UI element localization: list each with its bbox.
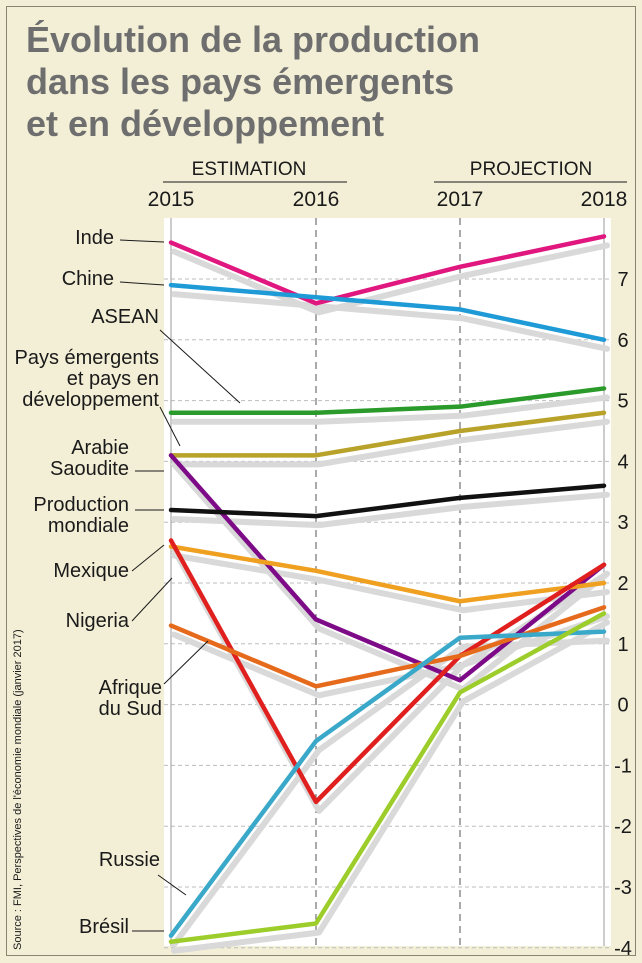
x-tick-label: 2015 [148,188,195,211]
series-line [168,629,607,938]
series-line [168,538,607,805]
series-line [168,234,607,306]
series-shadow [171,491,610,529]
y-tick-label: -3 [614,877,632,899]
y-tick-label: 5 [617,391,628,413]
series-label: Chine [62,268,114,290]
y-tick-label: -1 [614,755,632,777]
series-line [168,483,607,519]
x-tick-label: 2018 [581,188,628,211]
leader-line [157,874,187,896]
y-tick-label: -4 [614,938,632,960]
chart-title-line-3: et en développement [26,103,385,144]
series-shadow [171,613,610,699]
leader-line [119,281,165,286]
series-label: Russie [99,849,160,871]
x-axis-labels: 2015 2016 2017 2018 [148,188,628,211]
leader-line [159,329,241,404]
series-shadow [171,394,610,425]
y-tick-label: 1 [617,634,628,656]
series-line [168,605,607,689]
series-shadow [171,619,610,954]
series-shadow [171,418,610,468]
series-label: Production mondiale [33,494,129,537]
series-line [168,544,607,604]
series-lines [168,234,607,944]
y-tick-label: 7 [617,269,628,291]
series-line [168,410,607,458]
x-tick-label: 2017 [437,188,484,211]
chart-title-line-1: Évolution de la production [26,19,480,60]
series-line [168,282,607,343]
leader-line [119,239,165,243]
leader-line [131,577,173,622]
series-label: Brésil [79,916,129,938]
y-tick-label: 6 [617,330,628,352]
period-headers: ESTIMATION PROJECTION [163,159,627,183]
y-tick-label: -2 [614,816,632,838]
series-line [168,453,607,683]
leader-line [131,544,165,572]
y-tick-label: 2 [617,573,628,595]
series-label: Inde [75,227,114,249]
chart-title-line-2: dans les pays émergents [26,61,455,102]
x-tick-label: 2016 [293,188,340,211]
y-axis-tick-labels: 7 6 5 4 3 2 1 0 -1 -2 -3 -4 [614,269,632,960]
series-label: ASEAN [91,306,159,328]
y-tick-label: 4 [617,451,628,473]
series-shadow [171,637,610,948]
series-label: Mexique [53,560,129,582]
leader-line [159,406,181,447]
series-label: Afrique du Sud [99,677,162,720]
series-label: Arabie Saoudite [50,437,129,480]
label-leader-lines [119,239,241,932]
source-note: Source : FMI, Perspectives de l'économie… [12,629,24,950]
series-label: Pays émergents et pays en développement [14,347,159,411]
y-tick-label: 0 [617,695,628,717]
series-shadow [171,552,610,614]
header-projection: PROJECTION [470,159,592,180]
series-labels: Inde Chine ASEAN Pays émergents et pays en dé… [14,227,162,938]
y-tick-label: 3 [617,512,628,534]
series-line [168,611,607,944]
series-shadow [171,242,610,316]
leader-line [163,640,209,685]
series-shadow [171,291,610,352]
header-estimation: ESTIMATION [192,159,307,180]
series-label: Nigeria [66,610,130,632]
series-line [168,386,607,416]
